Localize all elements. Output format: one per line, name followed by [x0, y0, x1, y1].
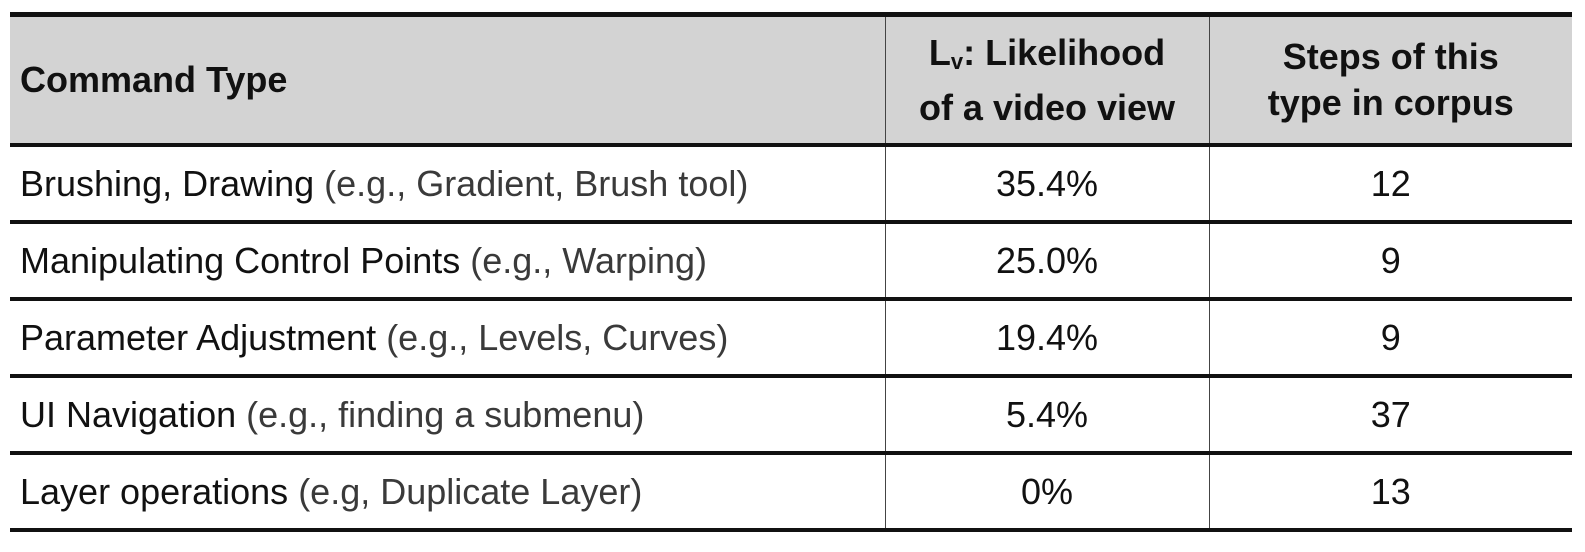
command-type-table-container: Command Type Lv: Likelihood of a video v…	[10, 12, 1572, 532]
steps-cell: 9	[1208, 299, 1572, 378]
table-row: Manipulating Control Points (e.g., Warpi…	[10, 222, 1572, 301]
steps-cell: 37	[1208, 376, 1572, 455]
command-type-cell: Layer operations (e.g, Duplicate Layer)	[10, 453, 885, 532]
header-row: Command Type Lv: Likelihood of a video v…	[10, 12, 1572, 147]
table-row: UI Navigation (e.g., finding a submenu) …	[10, 376, 1572, 455]
command-type-cell: UI Navigation (e.g., finding a submenu)	[10, 376, 885, 455]
header-likelihood-line2: of a video view	[918, 86, 1176, 128]
table-body: Brushing, Drawing (e.g., Gradient, Brush…	[10, 145, 1572, 532]
header-steps-line2: type in corpus	[1267, 82, 1514, 123]
steps-cell: 12	[1208, 145, 1572, 224]
command-example: (e.g., Warping)	[470, 239, 708, 281]
likelihood-cell: 25.0%	[884, 222, 1209, 301]
command-name: Parameter Adjustment	[20, 316, 377, 358]
steps-cell: 13	[1208, 453, 1572, 532]
header-steps-line1: Steps of this	[1282, 36, 1499, 77]
command-type-cell: Manipulating Control Points (e.g., Warpi…	[10, 222, 885, 301]
likelihood-cell: 35.4%	[884, 145, 1209, 224]
command-name: UI Navigation	[20, 393, 237, 435]
command-type-cell: Parameter Adjustment (e.g., Levels, Curv…	[10, 299, 885, 378]
header-likelihood-subscript: v	[950, 48, 964, 74]
command-name: Manipulating Control Points	[20, 239, 461, 281]
command-example: (e.g., finding a submenu)	[246, 393, 645, 435]
likelihood-cell: 19.4%	[884, 299, 1209, 378]
table-header: Command Type Lv: Likelihood of a video v…	[10, 12, 1572, 147]
table-row: Parameter Adjustment (e.g., Levels, Curv…	[10, 299, 1572, 378]
header-likelihood-line1: : Likelihood	[963, 31, 1166, 73]
command-example: (e.g., Levels, Curves)	[386, 316, 729, 358]
likelihood-cell: 5.4%	[884, 376, 1209, 455]
header-steps: Steps of this type in corpus	[1208, 12, 1572, 147]
command-type-cell: Brushing, Drawing (e.g., Gradient, Brush…	[10, 145, 885, 224]
likelihood-cell: 0%	[884, 453, 1209, 532]
command-example: (e.g., Gradient, Brush tool)	[324, 162, 749, 204]
command-type-table: Command Type Lv: Likelihood of a video v…	[10, 12, 1572, 532]
table-row: Brushing, Drawing (e.g., Gradient, Brush…	[10, 145, 1572, 224]
command-name: Brushing, Drawing	[20, 162, 315, 204]
command-name: Layer operations	[20, 470, 289, 512]
header-command-type: Command Type	[10, 12, 885, 147]
header-likelihood-symbol: L	[928, 31, 951, 73]
steps-cell: 9	[1208, 222, 1572, 301]
table-row: Layer operations (e.g, Duplicate Layer) …	[10, 453, 1572, 532]
header-command-type-label: Command Type	[20, 59, 288, 100]
command-example: (e.g, Duplicate Layer)	[298, 470, 643, 512]
header-likelihood: Lv: Likelihood of a video view	[884, 12, 1209, 147]
